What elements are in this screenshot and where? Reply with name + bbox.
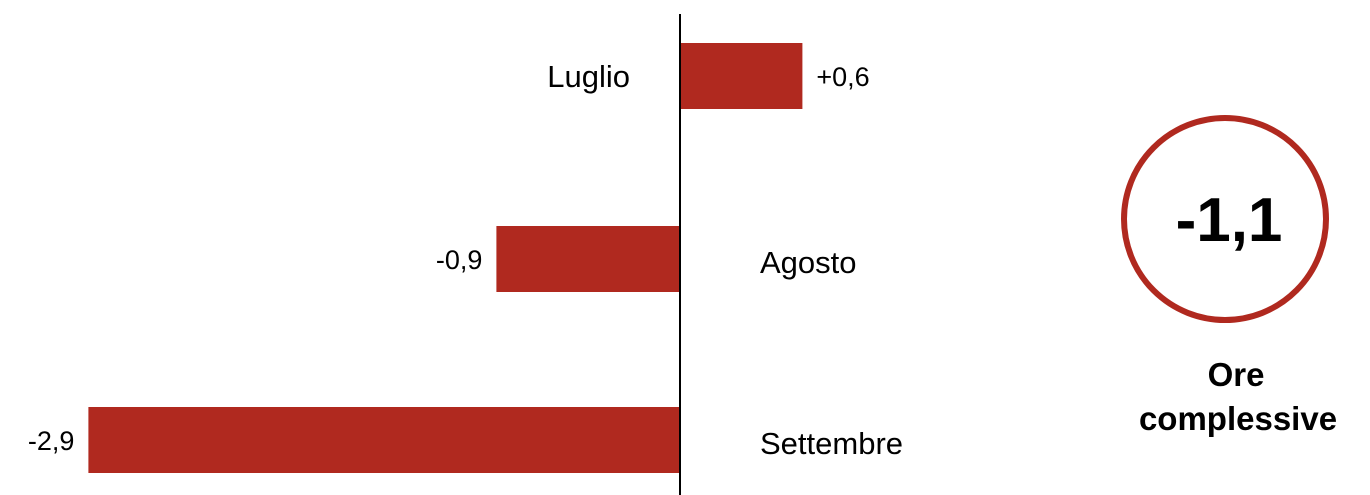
bars-layer [88, 43, 803, 473]
bar-luglio [680, 43, 803, 109]
summary-caption-line1: Ore [1208, 356, 1265, 393]
category-label-agosto: Agosto [760, 245, 857, 280]
value-label-agosto: -0,9 [436, 245, 483, 275]
category-label-settembre: Settembre [760, 426, 903, 461]
bar-agosto [496, 226, 680, 292]
summary-caption-line2: complessive [1139, 400, 1337, 437]
value-label-settembre: -2,9 [28, 426, 75, 456]
labels-layer: +0,6 Luglio -0,9 Agosto -2,9 Settembre [28, 59, 903, 461]
category-label-luglio: Luglio [547, 59, 630, 94]
summary-badge: -1,1 Ore complessive [1121, 115, 1337, 437]
value-label-luglio: +0,6 [816, 62, 869, 92]
bar-settembre [88, 407, 680, 473]
summary-ring [1121, 115, 1329, 323]
summary-value: -1,1 [1176, 186, 1283, 255]
